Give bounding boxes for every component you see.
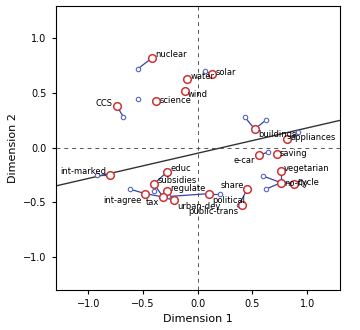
Text: science: science [159,96,192,105]
Text: buildings: buildings [258,130,296,139]
Text: appliances: appliances [291,133,336,142]
Text: tax: tax [146,198,159,207]
Text: urban-dev: urban-dev [177,202,220,211]
Text: public-trans: public-trans [188,207,238,215]
Text: nuclear: nuclear [155,50,187,59]
Text: no-fly: no-fly [284,179,308,188]
Text: wind: wind [188,90,208,99]
Text: water: water [190,72,214,81]
Text: int-agree: int-agree [104,196,142,205]
Text: int-marked: int-marked [60,167,106,176]
Text: educ: educ [171,164,191,173]
Text: e-car: e-car [233,156,255,165]
Text: share: share [220,182,244,190]
Text: CCS: CCS [95,99,113,109]
Text: regulate: regulate [171,184,206,193]
Text: vegetarian: vegetarian [284,164,330,173]
Text: political: political [212,196,245,205]
Text: cycle: cycle [297,178,319,187]
X-axis label: Dimension 1: Dimension 1 [163,314,233,324]
Text: subsidies: subsidies [157,176,197,185]
Text: saving: saving [280,149,307,158]
Y-axis label: Dimension 2: Dimension 2 [8,113,18,182]
Text: solar: solar [215,68,236,77]
